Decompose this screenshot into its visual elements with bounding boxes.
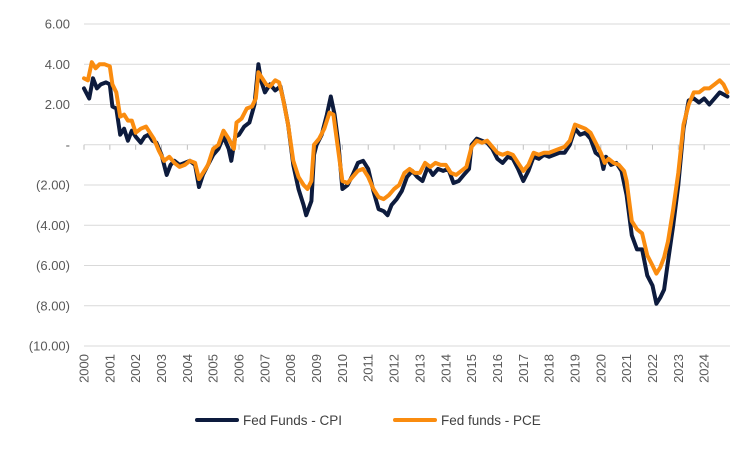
x-tick-label: 2015 [464,354,479,383]
y-axis: 6.00 4.00 2.00 - (2.00) (4.00) (6.00) (8.00) (10… [29,17,70,354]
y-tick-label: 6.00 [45,17,70,32]
y-tick-label: (2.00) [36,178,70,193]
x-tick-label: 2010 [335,354,350,383]
legend-item: Fed funds - PCE [393,413,541,428]
legend-label: Fed Funds - CPI [243,413,342,428]
x-tick-label: 2004 [180,354,195,383]
series-line-fed-funds-pce [82,60,730,276]
x-tick-label: 2024 [697,354,712,383]
x-tick-label: 2021 [619,354,634,383]
x-tick-label: 2013 [412,354,427,383]
y-tick-label: (10.00) [29,339,70,354]
x-tick-label: 2019 [567,354,582,383]
x-tick-label: 2002 [128,354,143,383]
x-tick-label: 2023 [671,354,686,383]
x-tick-label: 2006 [232,354,247,383]
x-tick-label: 2016 [490,354,505,383]
y-tick-label: 4.00 [45,57,70,72]
x-tick-label: 2001 [102,354,117,383]
legend-item: Fed Funds - CPI [195,413,342,428]
x-tick-label: 2007 [257,354,272,383]
x-tick-label: 2018 [542,354,557,383]
x-tick-label: 2014 [438,354,453,383]
x-tick-label: 2012 [387,354,402,383]
legend-label: Fed funds - PCE [441,413,541,428]
x-tick-label: 2011 [361,354,376,382]
x-tick-label: 2009 [309,354,324,383]
x-tick-label: 2022 [645,354,660,383]
legend: Fed Funds - CPI Fed funds - PCE [195,413,541,428]
x-tick-label: 2008 [283,354,298,383]
y-tick-label: (8.00) [36,298,70,313]
x-axis: 2000 2001 2002 2003 2004 2005 2006 2007 2008 2009… [77,144,712,383]
y-tick-label: (6.00) [36,258,70,273]
y-tick-label: 2.00 [45,97,70,112]
gridlines [84,23,730,347]
x-tick-label: 2000 [77,354,92,383]
x-tick-label: 2017 [516,354,531,383]
x-tick-label: 2020 [593,354,608,383]
y-tick-label: (4.00) [36,218,70,233]
series-line-fed-funds-cpi [82,62,730,306]
x-tick-label: 2003 [154,354,169,383]
series-lines [82,60,730,306]
y-tick-label: - [66,137,70,152]
x-tick-label: 2005 [206,354,221,383]
